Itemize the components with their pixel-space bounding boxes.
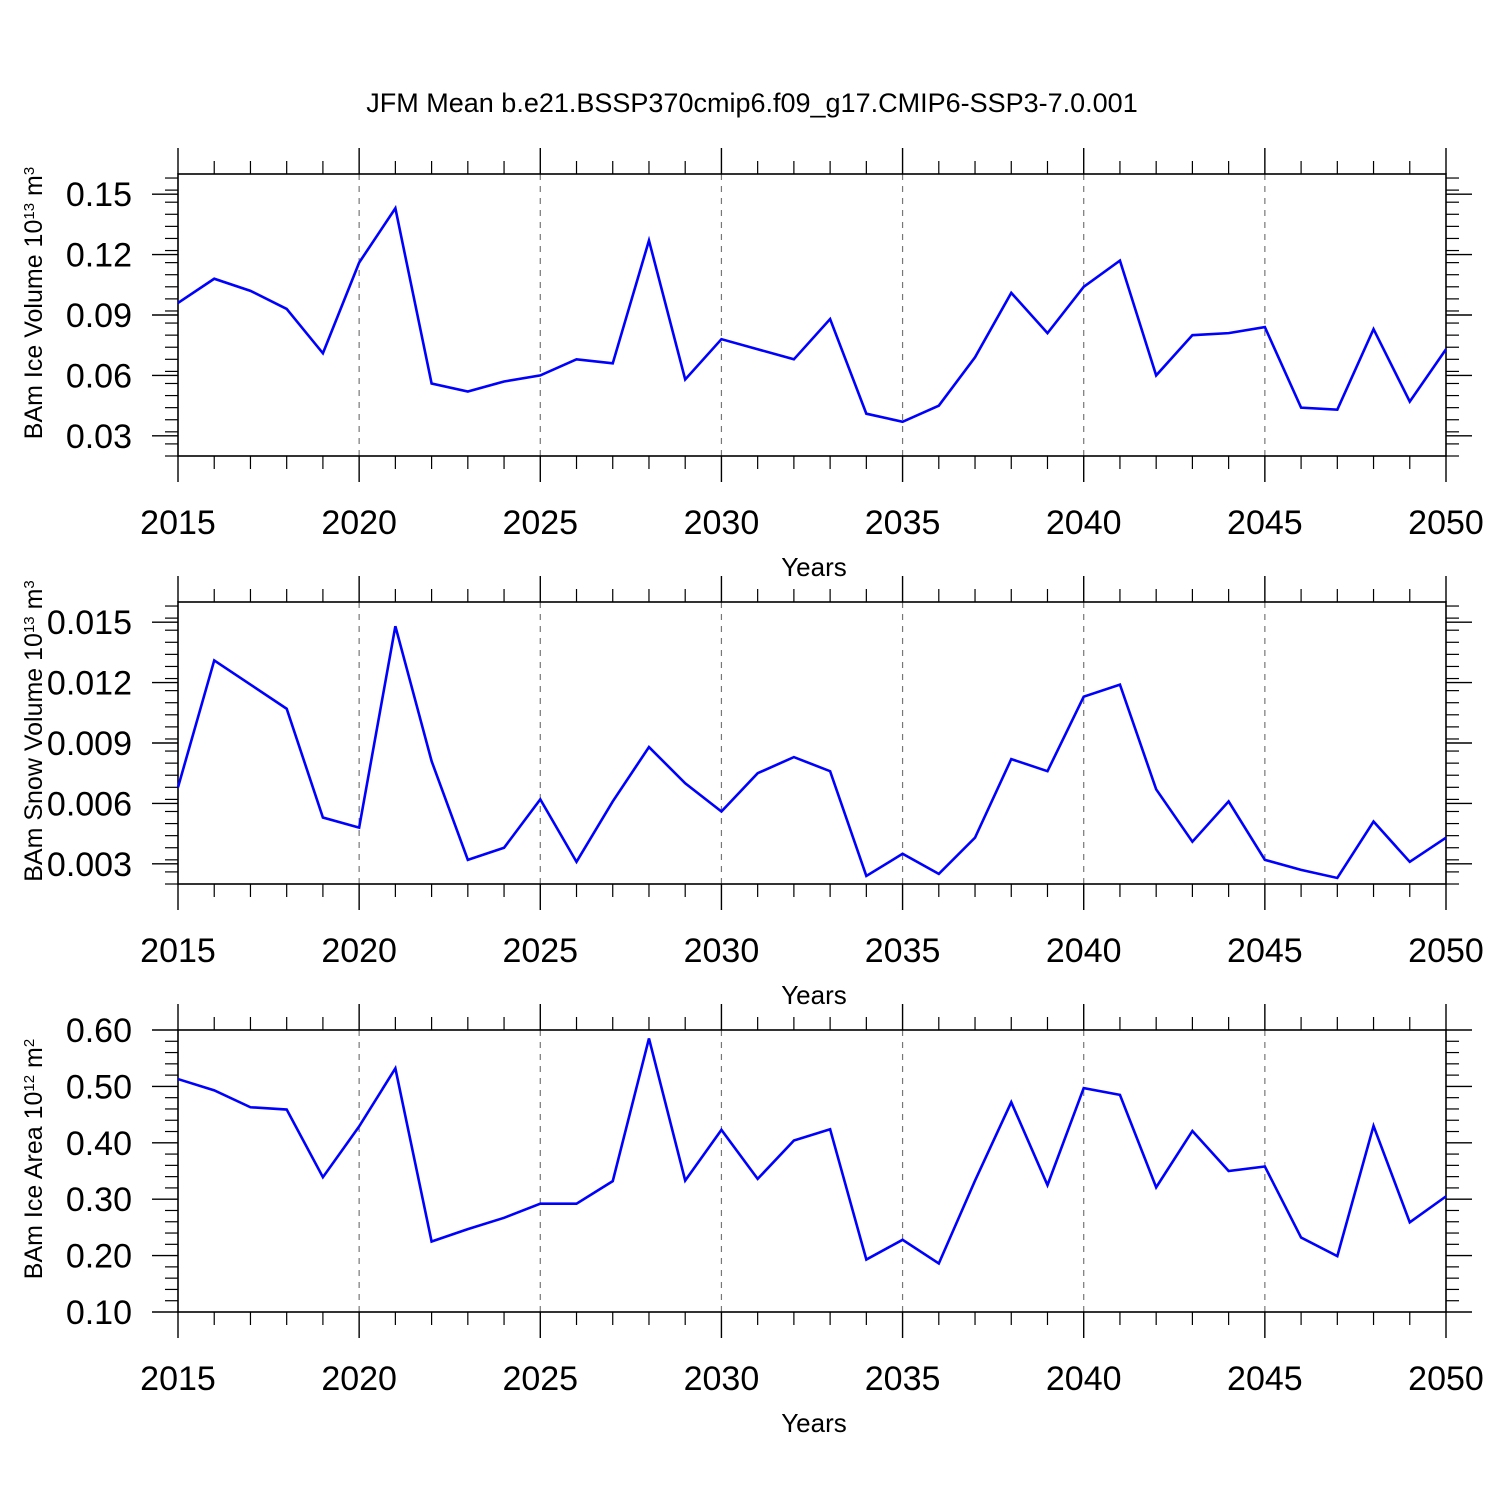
plot-frame: [177, 173, 1447, 457]
plot-frame: [177, 601, 1447, 885]
y-tick-label: 0.06: [66, 357, 132, 395]
y-label-superscript: 12: [21, 1075, 38, 1092]
x-axis-label: Years: [781, 980, 847, 1010]
chart-title: JFM Mean b.e21.BSSP370cmip6.f09_g17.CMIP…: [366, 88, 1137, 118]
x-tick-label: 2040: [1046, 932, 1122, 970]
x-tick-label: 2040: [1046, 1360, 1122, 1398]
series-line: [177, 204, 1448, 424]
y-label-text: m: [20, 1047, 48, 1075]
y-axis-label: BAm Ice Area 1012 m2: [20, 1039, 48, 1279]
x-tick-label: 2025: [502, 932, 578, 970]
x-tick-label: 2030: [684, 1360, 760, 1398]
y-tick-label: 0.15: [66, 176, 132, 214]
y-tick-label: 0.60: [66, 1012, 132, 1050]
x-tick-label: 2035: [865, 504, 941, 542]
x-axis-label: Years: [781, 552, 847, 582]
y-label-text: BAm Snow Volume 10: [20, 633, 48, 882]
y-axis-label: BAm Snow Volume 1013 m3: [20, 580, 48, 882]
y-label-superscript: 13: [21, 203, 38, 220]
y-label-text: m: [20, 175, 48, 203]
x-tick-label: 2030: [684, 932, 760, 970]
plot-frame: [177, 1029, 1447, 1313]
y-tick-label: 0.006: [47, 785, 132, 823]
y-tick-label: 0.10: [66, 1294, 132, 1332]
x-tick-label: 2040: [1046, 504, 1122, 542]
x-tick-label: 2045: [1227, 504, 1303, 542]
y-label-text: BAm Ice Volume 10: [20, 220, 48, 440]
y-tick-label: 0.50: [66, 1068, 132, 1106]
x-tick-label: 2050: [1408, 1360, 1484, 1398]
y-label-text: BAm Ice Area 10: [20, 1092, 48, 1280]
y-tick-label: 0.03: [66, 418, 132, 456]
y-tick-label: 0.12: [66, 237, 132, 275]
x-tick-label: 2025: [502, 504, 578, 542]
panel-3: 0.10 0.20 0.30 0.40 0.50 0.60 2015 2020 2025 2030…: [20, 1004, 1484, 1438]
x-tick-label: 2050: [1408, 932, 1484, 970]
y-tick-label: 0.009: [47, 725, 132, 763]
y-tick-label: 0.20: [66, 1238, 132, 1276]
panel-1: 0.03 0.06 0.09 0.12 0.15 2015 2020 2025 2030 2035…: [20, 148, 1484, 582]
y-label-superscript: 3: [21, 580, 38, 588]
x-tick-label: 2015: [140, 932, 216, 970]
x-axis-label: Years: [781, 1408, 847, 1438]
y-tick-label: 0.003: [47, 846, 132, 884]
y-label-text: m: [20, 589, 48, 617]
y-label-superscript: 3: [21, 167, 38, 175]
y-label-superscript: 13: [21, 616, 38, 633]
x-tick-label: 2035: [865, 1360, 941, 1398]
y-tick-label: 0.30: [66, 1181, 132, 1219]
series-line: [176, 625, 1447, 880]
x-tick-label: 2020: [321, 504, 397, 542]
x-tick-label: 2045: [1227, 932, 1303, 970]
y-axis-label: BAm Ice Volume 1013 m3: [20, 167, 48, 439]
series-line: [177, 1038, 1447, 1266]
y-label-superscript: 2: [21, 1039, 38, 1047]
x-tick-label: 2015: [140, 1360, 216, 1398]
y-tick-label: 0.015: [47, 604, 132, 642]
y-tick-label: 0.012: [47, 665, 132, 703]
x-tick-label: 2015: [140, 504, 216, 542]
y-tick-label: 0.40: [66, 1125, 132, 1163]
x-tick-label: 2030: [684, 504, 760, 542]
x-tick-label: 2050: [1408, 504, 1484, 542]
x-tick-label: 2035: [865, 932, 941, 970]
x-tick-label: 2045: [1227, 1360, 1303, 1398]
x-tick-label: 2020: [321, 1360, 397, 1398]
x-tick-label: 2020: [321, 932, 397, 970]
x-tick-label: 2025: [502, 1360, 578, 1398]
panel-2: 0.003 0.006 0.009 0.012 0.015 2015 2020 2025 203…: [20, 576, 1484, 1010]
y-tick-label: 0.09: [66, 297, 132, 335]
